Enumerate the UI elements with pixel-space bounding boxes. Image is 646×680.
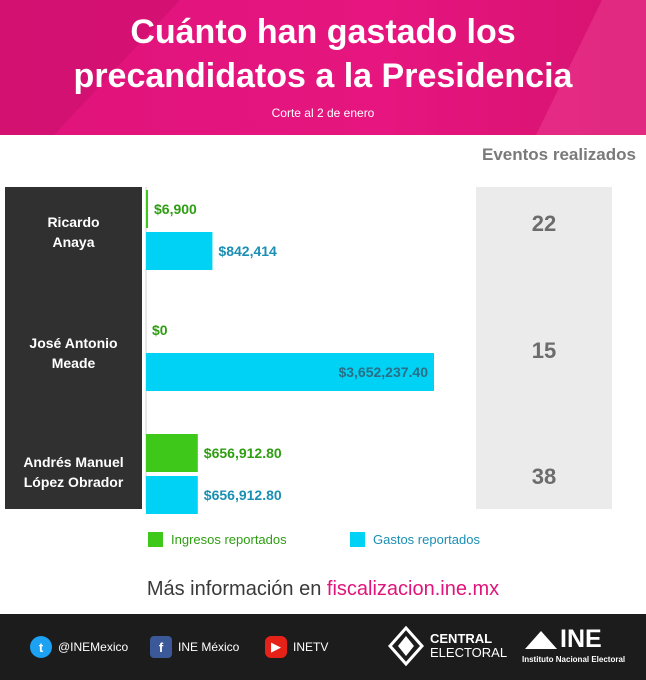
events-column-title: Eventos realizados: [481, 145, 636, 164]
youtube-label: INETV: [293, 640, 329, 654]
data-label-gastos-anaya: $842,414: [218, 243, 277, 259]
bar-gastos-meade: [146, 353, 434, 391]
data-label-ingresos-anaya: $6,900: [154, 201, 197, 217]
legend-ingresos: Ingresos reportados: [148, 532, 287, 547]
more-info-prefix: Más información en: [146, 578, 327, 600]
candidate-name-lopez-obrador: Andrés Manuel López Obrador: [23, 454, 124, 490]
facebook-page[interactable]: f INE México: [150, 636, 239, 658]
bar-gastos-lopez-obrador: [146, 476, 198, 514]
event-count-lopez-obrador: 38: [531, 464, 557, 489]
bar-ingresos-lopez-obrador: [146, 434, 198, 472]
youtube-icon: ▶: [265, 636, 287, 658]
central-electoral-logo-icon: [388, 626, 424, 666]
ine-full-name: Instituto Nacional Electoral: [522, 655, 626, 664]
legend-label-ingresos: Ingresos reportados: [171, 532, 287, 547]
bar-gastos-anaya: [146, 232, 213, 270]
facebook-icon: f: [150, 636, 172, 658]
legend-swatch-gastos: [350, 532, 365, 547]
chart-title: Cuánto han gastado los precandidatos a l…: [0, 10, 646, 98]
legend-swatch-ingresos: [148, 532, 163, 547]
chart-subtitle: Corte al 2 de enero: [271, 106, 375, 120]
facebook-label: INE México: [178, 640, 240, 654]
central-electoral-brand: CENTRAL ELECTORAL: [430, 631, 508, 660]
ine-logo-text: INE: [560, 625, 602, 653]
twitter-icon: t: [30, 636, 52, 658]
data-label-gastos-lopez-obrador: $656,912.80: [204, 487, 282, 503]
fiscalizacion-link[interactable]: fiscalizacion.ine.mx: [326, 578, 500, 600]
twitter-label: @INEMexico: [58, 640, 129, 654]
data-label-gastos-meade: $3,652,237.40: [338, 364, 428, 380]
data-label-ingresos-meade: $0: [152, 322, 168, 338]
events-column: [476, 187, 612, 509]
candidate-names-column: [5, 187, 142, 509]
title-line-1: Cuánto han gastado los: [130, 13, 516, 51]
legend-gastos: Gastos reportados: [350, 532, 480, 547]
candidate-name-meade: José Antonio Meade: [29, 335, 118, 371]
more-info-line: Más información en fiscalizacion.ine.mx: [0, 578, 646, 601]
event-count-meade: 15: [531, 338, 557, 363]
candidate-name-anaya: Ricardo Anaya: [47, 214, 100, 250]
twitter-handle[interactable]: t @INEMexico: [30, 636, 128, 658]
title-line-2: precandidatos a la Presidencia: [73, 57, 573, 95]
data-label-ingresos-lopez-obrador: $656,912.80: [204, 445, 282, 461]
header-banner: Cuánto han gastado los precandidatos a l…: [0, 0, 646, 135]
bar-ingresos-anaya: [146, 190, 148, 228]
ine-logo-icon: [525, 631, 557, 649]
event-count-anaya: 22: [531, 211, 557, 236]
youtube-channel[interactable]: ▶ INETV: [265, 636, 328, 658]
legend-label-gastos: Gastos reportados: [373, 532, 480, 547]
